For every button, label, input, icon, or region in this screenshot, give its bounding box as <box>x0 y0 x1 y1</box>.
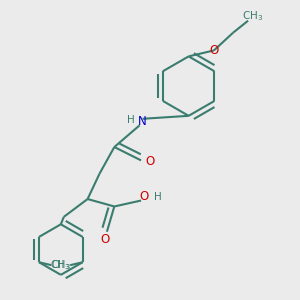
Text: N: N <box>138 115 147 128</box>
Text: O: O <box>146 155 154 168</box>
Text: CH$_3$: CH$_3$ <box>242 9 263 23</box>
Text: O: O <box>140 190 149 203</box>
Text: O: O <box>101 233 110 246</box>
Text: O: O <box>209 44 218 57</box>
Text: CH$_3$: CH$_3$ <box>51 258 71 272</box>
Text: CH$_3$: CH$_3$ <box>50 258 70 272</box>
Text: H: H <box>128 115 135 125</box>
Text: H: H <box>154 192 162 202</box>
